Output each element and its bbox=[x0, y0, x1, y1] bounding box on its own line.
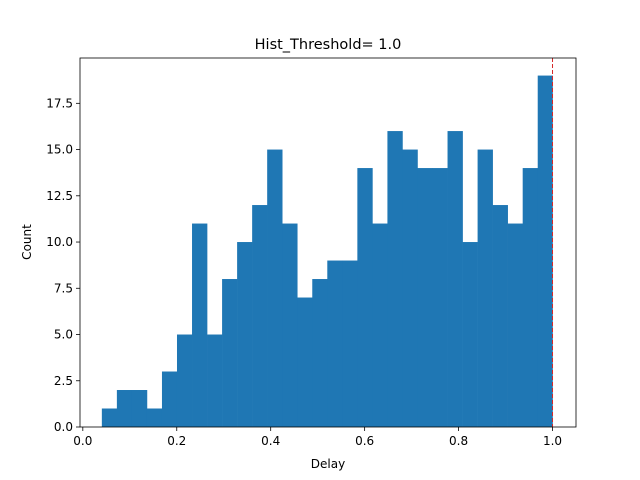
histogram-bar bbox=[387, 131, 403, 427]
histogram-bar bbox=[116, 390, 133, 427]
y-axis-label: Count bbox=[20, 224, 34, 260]
histogram-bar bbox=[537, 75, 553, 428]
histogram-bar bbox=[447, 131, 463, 427]
histogram-bar bbox=[357, 168, 373, 428]
y-tick-label: 0.0 bbox=[54, 420, 73, 434]
histogram-bar bbox=[282, 223, 298, 427]
y-tick-label: 15.0 bbox=[46, 143, 73, 157]
histogram-bar bbox=[492, 205, 508, 427]
histogram-bars bbox=[101, 75, 553, 428]
x-tick-label: 0.6 bbox=[355, 434, 374, 448]
histogram-bar bbox=[161, 371, 178, 427]
x-axis-label: Delay bbox=[311, 457, 345, 471]
x-tick-label: 0.4 bbox=[261, 434, 280, 448]
x-tick-label: 0.8 bbox=[449, 434, 468, 448]
histogram-bar bbox=[327, 260, 343, 427]
histogram-bar bbox=[267, 149, 283, 427]
axes-frame bbox=[79, 57, 577, 428]
histogram-bar bbox=[297, 297, 313, 427]
chart-title: Hist_Threshold= 1.0 bbox=[255, 37, 402, 53]
y-axis-ticks: 0.0 2.5 5.0 7.5 10.0 12.5 15.0 17.5 bbox=[46, 96, 80, 434]
histogram-bar bbox=[372, 223, 388, 427]
y-tick-label: 5.0 bbox=[54, 328, 73, 342]
histogram-bar bbox=[176, 334, 193, 427]
x-tick-label: 0.2 bbox=[167, 434, 186, 448]
y-tick-label: 2.5 bbox=[54, 374, 73, 388]
histogram-bar bbox=[342, 260, 358, 427]
histogram-bar bbox=[146, 408, 163, 427]
histogram-bar bbox=[222, 279, 238, 427]
y-tick-label: 10.0 bbox=[46, 235, 73, 249]
y-tick-label: 12.5 bbox=[46, 189, 73, 203]
x-axis-ticks: 0.0 0.2 0.4 0.6 0.8 1.0 bbox=[73, 427, 562, 448]
histogram-bar bbox=[207, 334, 223, 427]
histogram-bar bbox=[522, 168, 539, 428]
histogram-bar bbox=[462, 242, 478, 427]
x-tick-label: 1.0 bbox=[543, 434, 562, 448]
histogram-bar bbox=[131, 390, 148, 427]
histogram-bar bbox=[432, 168, 448, 428]
histogram-bar bbox=[402, 149, 418, 427]
histogram-bar bbox=[192, 223, 208, 427]
histogram-bar bbox=[477, 149, 493, 427]
histogram-bar bbox=[101, 408, 118, 427]
y-tick-label: 7.5 bbox=[54, 281, 73, 295]
y-tick-label: 17.5 bbox=[46, 96, 73, 110]
x-tick-label: 0.0 bbox=[73, 434, 92, 448]
histogram-bar bbox=[237, 242, 253, 427]
histogram-bar bbox=[312, 279, 328, 427]
histogram-bar bbox=[417, 168, 433, 428]
histogram-bar bbox=[252, 205, 268, 427]
histogram-bar bbox=[507, 223, 523, 427]
